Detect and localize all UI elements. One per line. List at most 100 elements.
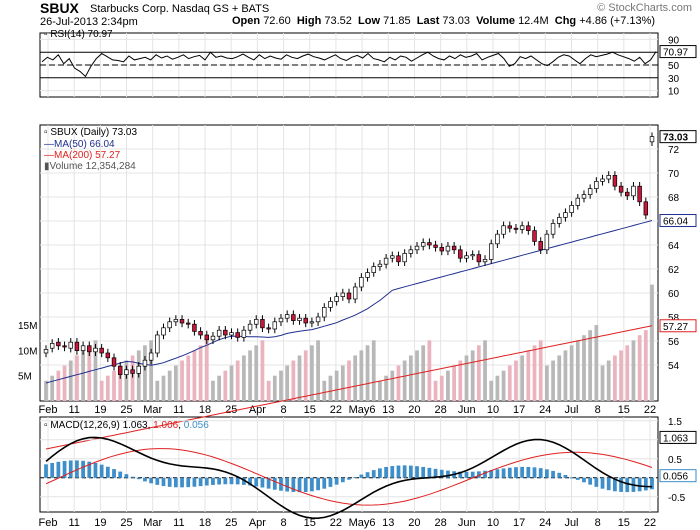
macd-hist-bar	[99, 464, 104, 478]
macd-hist-bar	[625, 477, 630, 493]
x-tick-label-bottom: 25	[225, 517, 237, 529]
volume-bar	[192, 350, 197, 401]
volume-bar	[507, 365, 512, 401]
ma50-last-badge	[659, 214, 697, 228]
header: SBUX Starbucks Corp. Nasdaq GS + BATS 26…	[0, 0, 700, 40]
candle-body	[186, 322, 191, 325]
volume-bar	[353, 355, 358, 401]
macd-hist-bar	[365, 472, 370, 478]
volume-tick-label: 10M	[18, 346, 37, 357]
x-tick-label: 11	[173, 404, 184, 416]
candle-body	[427, 242, 432, 246]
x-tick-label-bottom: 11	[173, 517, 184, 529]
candle-body	[445, 245, 451, 252]
volume-bar	[421, 345, 426, 401]
price-tick-label: 72	[668, 145, 680, 156]
macd-hist-bar	[390, 466, 395, 478]
volume-bar	[316, 340, 320, 401]
macd-signal-line	[45, 448, 653, 506]
x-tick-label: 8	[595, 404, 601, 416]
candle-body	[612, 175, 618, 187]
macd-hist-bar	[501, 468, 506, 478]
macd-hist-bar	[582, 477, 586, 483]
volume-bar	[130, 355, 135, 401]
x-tick-label: 8	[281, 404, 287, 416]
x-tick-label-bottom: 22	[330, 517, 342, 529]
candle-body	[458, 249, 463, 259]
rsi-tick-label: 30	[668, 74, 680, 85]
candle-body	[390, 255, 395, 259]
last-price-badge	[659, 130, 697, 144]
high-value: 73.52	[324, 15, 352, 27]
macd-hist-bar	[155, 477, 160, 485]
candle-body	[482, 259, 488, 263]
macd-hist-bar	[285, 477, 290, 492]
volume-bar	[167, 370, 172, 401]
volume-bar	[186, 355, 191, 401]
volume-bar	[340, 365, 345, 401]
volume-bar	[118, 365, 123, 401]
macd-hist-value: 0.056	[183, 420, 209, 431]
price-tick-label: 54	[668, 361, 680, 372]
volume-bar	[483, 340, 487, 401]
macd-hist-bar	[378, 468, 382, 478]
volume-bar	[446, 370, 450, 401]
volume-bar	[291, 360, 296, 401]
macd-hist-bar	[353, 477, 358, 479]
candle-body	[155, 334, 160, 354]
x-tick-label-bottom: Feb	[39, 517, 58, 529]
macd-hist-bar	[272, 477, 277, 490]
x-tick-label-bottom: 28	[434, 517, 446, 529]
macd-hist-bar	[260, 477, 265, 488]
volume-bar	[619, 350, 623, 401]
volume-bar	[260, 340, 265, 401]
candle-body	[383, 257, 389, 265]
ma200-legend: —MA(200) 57.27	[44, 150, 121, 161]
volume-label: Volume	[476, 15, 515, 27]
price-tick-label: 70	[668, 169, 680, 180]
price-legend-text: SBUX (Daily) 73.03	[50, 127, 138, 138]
volume-bar	[99, 380, 104, 401]
macd-line	[45, 436, 653, 520]
candle-body	[334, 296, 339, 302]
macd-legend-value: 1.063	[122, 420, 148, 431]
candle-body	[649, 136, 655, 143]
volume-bar	[390, 370, 395, 401]
candle-body	[631, 185, 636, 197]
volume-bar	[545, 365, 549, 401]
candle-body	[618, 185, 624, 193]
volume-bar	[495, 375, 500, 401]
volume-bar	[371, 340, 376, 401]
x-tick-label: 15	[304, 404, 316, 416]
rsi-legend: ▫ RSI(14) 70.97	[44, 29, 113, 40]
candle-body	[43, 349, 49, 354]
candle-body	[99, 347, 104, 354]
macd-hist-bar	[415, 466, 419, 478]
volume-bar	[452, 365, 456, 401]
candle-body	[519, 225, 525, 230]
macd-hist-bar	[557, 472, 562, 478]
rsi-tick-label: 10	[668, 87, 680, 98]
volume-bar	[143, 345, 147, 401]
macd-hist-bar	[136, 477, 141, 480]
x-tick-label-bottom: 22	[644, 517, 656, 529]
candle-body	[284, 314, 290, 319]
macd-hist-bar	[347, 477, 351, 480]
macd-hist-bar	[650, 477, 654, 490]
candle-body	[557, 217, 562, 224]
candle-body	[396, 255, 401, 263]
macd-hist-bar	[68, 460, 73, 478]
volume-bar	[520, 355, 525, 401]
macd-hist-bar	[458, 471, 463, 478]
candle-body	[111, 357, 117, 367]
candle-body	[179, 319, 185, 324]
candle-body	[309, 321, 315, 324]
macd-hist-bar	[161, 477, 166, 487]
volume-bar	[433, 380, 438, 401]
candle-body	[167, 321, 172, 329]
macd-hist-bar	[44, 464, 48, 478]
candle-body	[606, 175, 611, 180]
volume-bar	[254, 345, 259, 401]
candle-body	[402, 253, 407, 263]
ma50-legend-text: MA(50) 66.04	[54, 139, 115, 150]
